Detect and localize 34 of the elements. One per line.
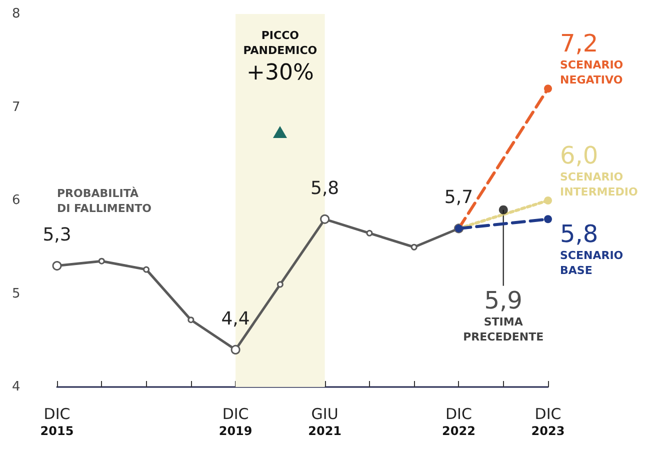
x-tick-label: GIU 2021: [308, 405, 342, 438]
point: [410, 244, 418, 250]
x-tick-label: DIC 2015: [40, 405, 74, 438]
y-tick-label: 4: [12, 380, 20, 394]
point: [544, 84, 552, 93]
data-label: 4,4: [221, 308, 250, 330]
band-label: PICCO PANDEMICO +30%: [243, 29, 318, 86]
y-tick-label: 6: [12, 193, 20, 208]
point: [188, 316, 194, 324]
data-label: 5,3: [42, 224, 72, 246]
x-tick-label: DIC 2019: [218, 405, 252, 438]
text: PROBABILITÀ DI FALLIMENTO: [57, 186, 152, 215]
series-label: SCENARIO INTERMEDIO: [560, 170, 638, 198]
point: [544, 196, 552, 204]
data-label: 6,0: [560, 142, 598, 170]
text: STIMA PRECEDENTE: [463, 315, 544, 344]
data-label: 5,8: [560, 220, 598, 248]
point: [544, 215, 552, 224]
point: [98, 258, 105, 264]
data-label: 5,7: [444, 187, 474, 208]
text: SCENARIO BASE: [560, 249, 624, 278]
y-tick-label: 8: [12, 6, 20, 22]
x-tick-label: DIC 2023: [531, 405, 565, 438]
point: [276, 281, 284, 288]
y-tick-label: 7: [12, 100, 20, 115]
x-tick-label: DIC 2022: [442, 405, 476, 438]
point: [366, 230, 373, 236]
series-label: SCENARIO NEGATIVO: [560, 58, 624, 87]
point: [143, 266, 150, 273]
data-label: 5,9: [484, 286, 522, 314]
data-label: 5,8: [310, 178, 340, 199]
point: [498, 205, 508, 214]
y-tick-label: 5: [12, 286, 20, 302]
data-label: 7,2: [560, 30, 598, 58]
